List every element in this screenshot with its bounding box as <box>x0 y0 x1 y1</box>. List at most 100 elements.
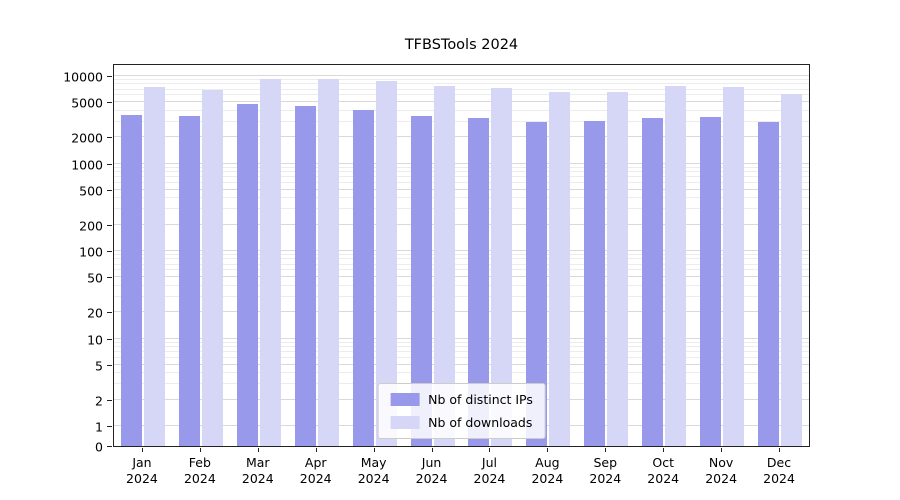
y-tick-label: 20 <box>87 305 103 321</box>
bar-distinct-ips-mar <box>236 103 258 446</box>
y-tick-label: 1000 <box>71 157 103 172</box>
legend-label-downloads: Nb of downloads <box>428 415 533 430</box>
bar-downloads-feb <box>201 90 223 446</box>
x-tick-mark-icon <box>373 448 375 452</box>
bar-distinct-ips-may <box>352 109 374 446</box>
gridline <box>114 250 809 251</box>
gridline <box>114 162 809 164</box>
legend-label-distinct-ips: Nb of distinct IPs <box>428 392 533 407</box>
gridline-minor <box>114 284 809 286</box>
y-tick-label: 100 <box>79 244 103 260</box>
x-axis-tick-labels: Jan 2024 Feb 2024 Mar 2024 Apr 2024 May 2024 Jun 20… <box>113 455 810 491</box>
legend-swatch-downloads <box>390 416 420 429</box>
y-tick-label: 5 <box>95 358 103 374</box>
gridline-minor <box>114 94 809 96</box>
x-tick-mark-icon <box>141 448 143 452</box>
x-tick-label: Jun 2024 <box>415 455 448 487</box>
gridline <box>114 136 809 138</box>
bar-downloads-sep <box>607 91 629 446</box>
x-tick-label: Dec 2024 <box>763 455 795 487</box>
gridline-minor <box>114 176 809 178</box>
x-tick-label: May 2024 <box>357 455 390 487</box>
bar-distinct-ips-jul <box>468 118 490 446</box>
x-tick-label: Mar 2024 <box>241 455 274 487</box>
y-tick-label: 2 <box>95 393 103 409</box>
gridline-minor <box>114 166 809 168</box>
y-tick-mark-icon <box>107 312 112 314</box>
bar-downloads-dec <box>781 93 803 446</box>
y-tick-label: 5000 <box>71 95 103 111</box>
bar-downloads-oct <box>665 85 687 446</box>
bar-distinct-ips-jun <box>410 115 432 446</box>
bar-distinct-ips-dec <box>758 121 780 446</box>
x-tick-mark-icon <box>431 448 433 452</box>
bar-distinct-ips-jan <box>120 114 142 446</box>
bar-downloads-aug <box>549 92 571 446</box>
bar-distinct-ips-feb <box>178 115 200 446</box>
x-tick-mark-icon <box>605 448 607 452</box>
gridline <box>114 101 809 103</box>
y-tick-label: 10 <box>87 332 103 347</box>
y-axis-tick-marks <box>107 64 112 447</box>
y-axis-tick-labels: 0 1 2 5 10 20 50 100 200 500 1000 2000 5000 10000 <box>0 64 103 455</box>
x-tick-mark-icon <box>779 448 781 452</box>
gridline <box>114 188 809 190</box>
x-tick-label: Oct 2024 <box>647 455 680 487</box>
bar-downloads-nov <box>723 87 745 446</box>
y-tick-label: 0 <box>95 439 103 455</box>
x-tick-mark-icon <box>489 448 491 452</box>
gridline <box>114 75 809 76</box>
gridline-minor <box>114 295 809 297</box>
gridline-minor <box>114 341 809 343</box>
y-tick-label: 50 <box>87 270 103 286</box>
bar-downloads-may <box>375 80 397 446</box>
gridline-minor <box>114 351 809 353</box>
gridline-minor <box>114 208 809 210</box>
y-tick-mark-icon <box>107 102 112 104</box>
chart-title: TFBSTools 2024 <box>404 37 519 53</box>
y-tick-mark-icon <box>107 277 112 279</box>
gridline-minor <box>114 83 809 85</box>
gridline-minor <box>114 258 809 260</box>
x-tick-label: Feb 2024 <box>183 455 216 487</box>
y-tick-label: 2000 <box>71 130 103 146</box>
y-tick-mark-icon <box>107 189 112 191</box>
gridline-minor <box>114 269 809 271</box>
legend: Nb of distinct IPs Nb of downloads <box>377 383 546 439</box>
legend-swatch-distinct-ips <box>390 393 420 406</box>
x-tick-label: Sep 2024 <box>589 455 622 487</box>
gridline-minor <box>114 181 809 183</box>
bar-distinct-ips-oct <box>642 118 664 446</box>
legend-item-downloads: Nb of downloads <box>390 415 533 430</box>
gridline-minor <box>114 197 809 199</box>
y-tick-mark-icon <box>107 338 112 340</box>
bar-distinct-ips-sep <box>584 120 606 446</box>
x-tick-label: Aug 2024 <box>531 455 564 487</box>
gridline <box>114 276 809 278</box>
y-tick-label: 10000 <box>63 69 103 85</box>
gridline-minor <box>114 356 809 358</box>
x-tick-mark-icon <box>547 448 549 452</box>
bar-distinct-ips-apr <box>294 105 316 446</box>
x-tick-mark-icon <box>721 448 723 452</box>
y-tick-label: 1 <box>95 419 103 435</box>
y-tick-mark-icon <box>107 76 112 77</box>
x-tick-mark-icon <box>199 448 201 452</box>
bar-distinct-ips-aug <box>526 121 548 446</box>
gridline <box>114 223 809 225</box>
gridline <box>114 311 809 313</box>
legend-item-distinct-ips: Nb of distinct IPs <box>390 392 533 407</box>
bar-downloads-mar <box>259 79 281 446</box>
gridline <box>114 363 809 365</box>
x-tick-mark-icon <box>257 448 259 452</box>
gridline-minor <box>114 120 809 122</box>
y-tick-label: 500 <box>79 183 103 199</box>
gridline-minor <box>114 263 809 265</box>
y-tick-mark-icon <box>107 251 112 252</box>
y-tick-mark-icon <box>107 399 112 401</box>
plot-area: Nb of distinct IPs Nb of downloads <box>113 64 810 447</box>
gridline-minor <box>114 79 809 81</box>
x-tick-mark-icon <box>663 448 665 452</box>
y-tick-mark-icon <box>107 446 112 447</box>
